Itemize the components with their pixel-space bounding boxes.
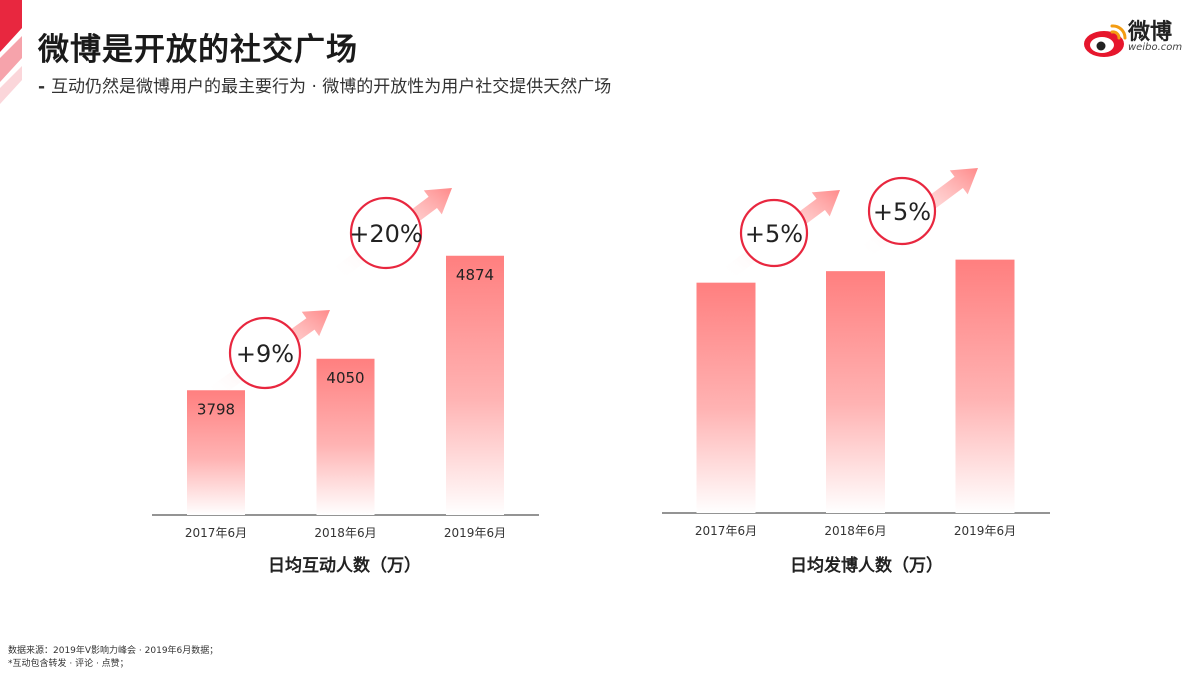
bar-value-label: 3798 (197, 400, 235, 418)
bar (187, 390, 245, 515)
x-tick-label: 2017年6月 (695, 524, 757, 538)
growth-label: +5% (745, 220, 803, 248)
bar (316, 358, 375, 515)
subtitle-text: 互动仍然是微博用户的最主要行为 · 微博的开放性为用户社交提供天然广场 (51, 77, 612, 97)
bar (696, 282, 756, 513)
growth-badge (228, 316, 302, 390)
growth-label: +20% (349, 220, 422, 248)
footnote-source: 数据来源：2019年V影响力峰会 · 2019年6月数据； (8, 646, 219, 656)
bar (446, 255, 504, 515)
footnote-note: *互动包含转发 · 评论 · 点赞； (8, 659, 129, 669)
growth-label: +5% (873, 198, 931, 226)
bar-value-label: 4050 (326, 369, 364, 387)
bar-value-label: 4874 (456, 266, 494, 284)
corner-decoration (0, 0, 22, 104)
chart2-title: 日均发博人数（万） (790, 556, 943, 576)
logo-text: 微博 (1128, 20, 1173, 45)
growth-badge (867, 176, 937, 246)
growth-label: +9% (236, 340, 294, 368)
subtitle-dash: - (38, 77, 46, 97)
weibo-eye-icon (1084, 24, 1127, 57)
x-tick-label: 2017年6月 (185, 526, 247, 540)
x-tick-label: 2018年6月 (314, 526, 376, 540)
chart-daily-interactions: +9% +20% 3798 2017年6月 4050 2018年6月 4874 2019年6月 (152, 188, 539, 540)
logo-url: weibo.com (1128, 42, 1183, 53)
chart-daily-posters: +5% +5% 2017年6月 2018年6月 2019年6月 (662, 168, 1050, 538)
page-subtitle: - 互动仍然是微博用户的最主要行为 · 微博的开放性为用户社交提供天然广场 (38, 72, 611, 97)
bar (955, 259, 1015, 513)
x-tick-label: 2019年6月 (444, 526, 506, 540)
growth-badge (739, 198, 809, 268)
page-title: 微博是开放的社交广场 (38, 32, 358, 68)
x-tick-label: 2019年6月 (954, 524, 1016, 538)
chart1-title: 日均互动人数（万） (268, 556, 421, 576)
x-tick-label: 2018年6月 (824, 524, 886, 538)
footnote: 数据来源：2019年V影响力峰会 · 2019年6月数据； *互动包含转发 · … (8, 645, 218, 671)
bar (826, 271, 885, 513)
growth-badge (349, 196, 423, 270)
